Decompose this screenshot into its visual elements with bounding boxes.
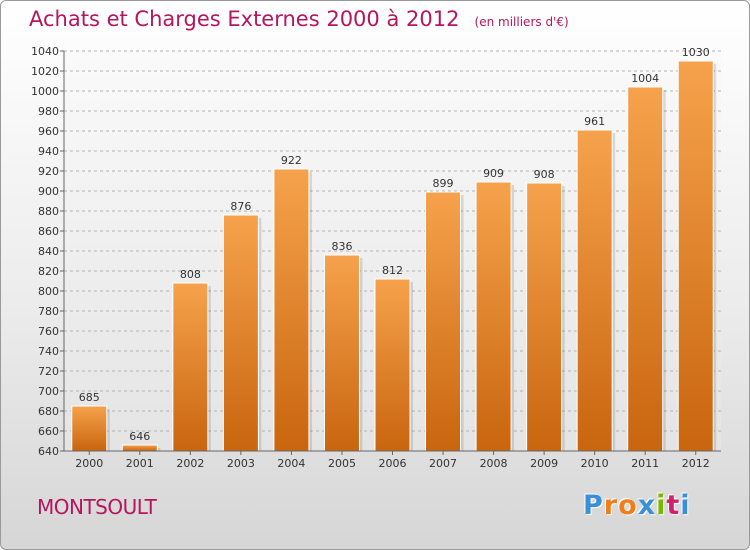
chart-unit: (en milliers d'€) <box>474 15 569 29</box>
bar <box>475 181 512 452</box>
bar <box>71 405 108 452</box>
y-tick-label: 780 <box>38 305 59 318</box>
x-tick-label: 2001 <box>126 457 154 470</box>
x-tick-label: 2002 <box>176 457 204 470</box>
x-tick-label: 2006 <box>379 457 407 470</box>
y-tick-label: 820 <box>38 265 59 278</box>
x-tick-label: 2005 <box>328 457 356 470</box>
bar-value-label: 899 <box>433 177 454 190</box>
bar-value-label: 808 <box>180 268 201 281</box>
proxiti-logo: Proxiti <box>583 490 691 521</box>
logo-letter: o <box>618 490 638 521</box>
logo-letter: x <box>637 490 657 521</box>
bar <box>526 182 563 452</box>
x-tick-label: 2000 <box>75 457 103 470</box>
logo-letter: i <box>656 490 667 521</box>
bar-value-label: 685 <box>79 391 100 404</box>
y-tick-label: 860 <box>38 225 59 238</box>
x-tick-label: 2011 <box>631 457 659 470</box>
commune-name: MONTSOULT <box>37 495 157 519</box>
bar-value-label: 922 <box>281 154 302 167</box>
y-tick-label: 760 <box>38 325 59 338</box>
y-tick-label: 680 <box>38 405 59 418</box>
x-tick-label: 2009 <box>530 457 558 470</box>
y-tick-label: 920 <box>38 165 59 178</box>
bar <box>627 86 664 452</box>
x-tick-label: 2007 <box>429 457 457 470</box>
bar-value-label: 1030 <box>682 46 710 59</box>
y-tick-label: 700 <box>38 385 59 398</box>
logo-letter: t <box>666 490 681 521</box>
y-tick-label: 660 <box>38 425 59 438</box>
x-tick-label: 2010 <box>581 457 609 470</box>
bar-value-label: 1004 <box>631 72 659 85</box>
bar-value-label: 876 <box>230 200 251 213</box>
chart-title: Achats et Charges Externes 2000 à 2012 <box>29 7 460 31</box>
y-tick-label: 720 <box>38 365 59 378</box>
y-tick-label: 880 <box>38 205 59 218</box>
bar <box>374 278 411 452</box>
bar-value-label: 836 <box>331 240 352 253</box>
y-tick-label: 800 <box>38 285 59 298</box>
bar-value-label: 812 <box>382 264 403 277</box>
bar <box>677 60 714 452</box>
y-tick-label: 840 <box>38 245 59 258</box>
logo-letter: i <box>680 490 691 521</box>
bar-value-label: 646 <box>129 430 150 443</box>
bar <box>172 282 209 452</box>
x-tick-label: 2003 <box>227 457 255 470</box>
bar <box>576 129 613 452</box>
y-tick-label: 960 <box>38 125 59 138</box>
bar-value-label: 908 <box>534 168 555 181</box>
y-tick-label: 940 <box>38 145 59 158</box>
y-tick-label: 1040 <box>31 45 59 58</box>
bar <box>273 168 310 452</box>
bar <box>425 191 462 452</box>
y-tick-label: 1000 <box>31 85 59 98</box>
y-tick-label: 1020 <box>31 65 59 78</box>
bar-value-label: 961 <box>584 115 605 128</box>
y-tick-label: 980 <box>38 105 59 118</box>
bar <box>222 214 259 452</box>
y-tick-label: 900 <box>38 185 59 198</box>
bar <box>323 254 360 452</box>
bars: 685 646 808 876 922 836 812 899 909 908 961 1004 103… <box>71 46 717 452</box>
x-tick-label: 2008 <box>480 457 508 470</box>
bar <box>121 444 158 452</box>
title-block: Achats et Charges Externes 2000 à 2012 (… <box>29 7 569 31</box>
logo-letter: r <box>603 490 619 521</box>
y-tick-label: 740 <box>38 345 59 358</box>
logo-letter: P <box>583 490 604 521</box>
bar-value-label: 909 <box>483 167 504 180</box>
axes: 640 660 680 700 720 740 760 780 800 820 840 860 880 9… <box>31 45 721 470</box>
x-tick-label: 2012 <box>682 457 710 470</box>
y-tick-label: 640 <box>38 445 59 458</box>
x-tick-label: 2004 <box>277 457 305 470</box>
